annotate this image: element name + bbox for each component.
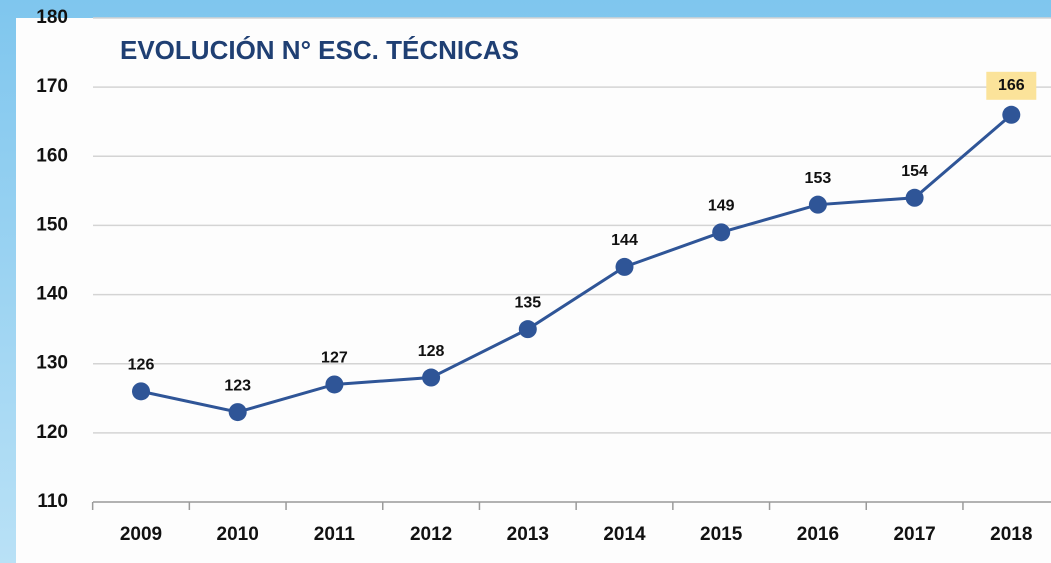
y-tick-label: 170: [36, 76, 68, 97]
y-tick-label: 140: [36, 284, 68, 305]
chart-background: [16, 18, 1051, 563]
marker: [1002, 105, 1021, 124]
marker: [132, 382, 150, 401]
y-tick-label: 130: [36, 353, 68, 374]
y-tick-label: 160: [36, 145, 68, 166]
marker: [325, 375, 344, 394]
x-tick-label: 2012: [410, 524, 452, 545]
chart-title: EVOLUCIÓN N° ESC. TÉCNICAS: [120, 35, 519, 65]
x-tick-label: 2013: [507, 524, 549, 545]
y-tick-label: 150: [36, 214, 68, 235]
marker: [905, 188, 924, 207]
marker: [228, 403, 247, 422]
value-label: 149: [708, 198, 735, 215]
x-tick-label: 2010: [217, 524, 259, 545]
label-highlight: [986, 71, 1037, 100]
x-tick-label: 2014: [603, 524, 646, 545]
value-label: 126: [128, 357, 155, 374]
x-tick-label: 2017: [893, 524, 935, 545]
x-tick-label: 2015: [700, 524, 743, 545]
x-tick-label: 2018: [990, 524, 1032, 545]
value-label: 144: [611, 232, 638, 249]
x-tick-label: 2009: [120, 524, 162, 545]
value-label: 128: [418, 343, 445, 360]
x-tick-label: 2011: [314, 524, 356, 545]
marker: [615, 257, 634, 276]
marker: [712, 223, 731, 242]
value-label: 166: [998, 77, 1025, 94]
value-label: 135: [514, 294, 541, 311]
value-label: 127: [321, 350, 348, 367]
marker: [518, 320, 537, 339]
y-tick-label: 180: [36, 7, 68, 28]
value-label: 154: [901, 163, 928, 180]
value-label: 123: [224, 377, 251, 394]
value-label: 153: [805, 170, 832, 187]
y-tick-label: 120: [36, 422, 68, 443]
x-tick-label: 2016: [797, 524, 839, 545]
y-tick-label: 110: [37, 491, 68, 512]
marker: [808, 195, 827, 214]
marker: [422, 368, 441, 387]
line: [140, 113, 1013, 414]
